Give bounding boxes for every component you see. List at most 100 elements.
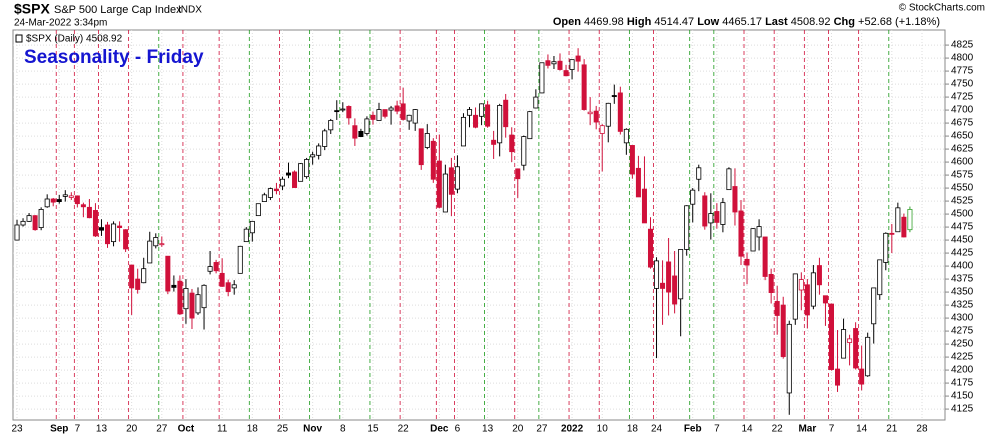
candle-body — [430, 140, 436, 180]
exchange: INDX — [178, 5, 202, 16]
candle-body — [611, 95, 617, 97]
candle-body — [635, 167, 641, 198]
candle-body — [38, 208, 44, 228]
x-tick-label: 21 — [886, 424, 898, 435]
candle-body — [207, 266, 213, 272]
candle-body — [412, 109, 418, 124]
y-tick-label: 4425 — [951, 248, 974, 259]
candle-body — [406, 114, 412, 122]
candle-body — [786, 323, 792, 394]
x-tick-label: 11 — [217, 424, 228, 435]
candle-body — [738, 210, 744, 257]
candle-body — [750, 228, 756, 252]
symbol: $SPX — [14, 1, 50, 17]
candle-body — [334, 110, 340, 113]
x-tick-label: 18 — [627, 424, 639, 435]
x-tick-label: 27 — [156, 424, 168, 435]
legend-icon — [15, 34, 23, 43]
candle-body — [726, 168, 732, 191]
x-tick-label: 24 — [651, 424, 663, 435]
candle-body — [105, 224, 111, 245]
candle-body — [816, 265, 822, 286]
candle-body — [557, 60, 563, 70]
y-tick-label: 4575 — [951, 170, 974, 181]
y-tick-label: 4800 — [951, 53, 974, 64]
x-tick-label: 20 — [512, 424, 524, 435]
x-tick-label: 27 — [536, 424, 548, 435]
candle-body — [340, 108, 346, 111]
candle-body — [720, 202, 726, 225]
candle-body — [871, 287, 877, 325]
candle-body — [527, 111, 533, 140]
candle-body — [273, 188, 279, 192]
candle-body — [847, 338, 853, 343]
candle-body — [533, 96, 539, 109]
x-tick-label: 10 — [597, 424, 609, 435]
candle-body — [485, 104, 491, 127]
copyright: © StockCharts.com — [899, 3, 985, 14]
candle-body — [774, 301, 780, 316]
chart-title: Seasonality - Friday — [24, 47, 204, 68]
x-tick-label: 7 — [829, 424, 835, 435]
y-tick-label: 4450 — [951, 235, 974, 246]
y-tick-label: 4300 — [951, 313, 974, 324]
candle-body — [394, 105, 400, 112]
candle-body — [225, 282, 231, 292]
candle-body — [756, 226, 762, 238]
candle-body — [708, 213, 714, 224]
x-tick-label: Mar — [798, 424, 816, 435]
y-tick-label: 4475 — [951, 222, 974, 233]
x-tick-label: 6 — [455, 424, 461, 435]
candle-body — [515, 168, 521, 180]
candle-body — [86, 206, 92, 219]
candle-body — [768, 273, 774, 293]
x-tick-label: 13 — [96, 424, 108, 435]
last-label: Last — [765, 16, 788, 28]
x-tick-label: 14 — [856, 424, 868, 435]
low-label: Low — [697, 16, 719, 28]
open-label: Open — [553, 16, 581, 28]
candle-body — [587, 111, 593, 115]
candle-body — [261, 194, 267, 202]
candle-body — [575, 55, 581, 62]
candle-body — [358, 130, 364, 137]
candle-body — [666, 261, 672, 293]
candle-body — [617, 92, 623, 132]
candle-body — [569, 59, 575, 70]
legend: $SPX (Daily) 4508.92 — [26, 34, 123, 45]
candle-body — [98, 227, 104, 231]
x-tick-label: 7 — [714, 424, 720, 435]
candle-body — [810, 272, 816, 307]
y-tick-label: 4650 — [951, 131, 974, 142]
candle-body — [497, 105, 503, 144]
y-tick-label: 4325 — [951, 300, 974, 311]
candle-body — [460, 116, 466, 147]
candle-body — [153, 237, 159, 247]
candle-body — [310, 154, 316, 158]
y-tick-label: 4275 — [951, 326, 974, 337]
candle-body — [213, 262, 219, 272]
x-tick-label: 15 — [367, 424, 379, 435]
candle-body — [177, 280, 183, 315]
candle-body — [454, 166, 460, 190]
candle-body — [877, 259, 883, 296]
candle-body — [660, 282, 666, 289]
y-tick-label: 4775 — [951, 66, 974, 77]
candle-body — [804, 284, 810, 316]
candle-body — [581, 64, 587, 110]
candle-body — [255, 203, 261, 217]
timestamp: 24-Mar-2022 3:34pm — [14, 18, 107, 29]
chg-value: +52.68 (+1.18%) — [858, 16, 940, 28]
candle-body — [654, 260, 660, 289]
y-tick-label: 4750 — [951, 79, 974, 90]
x-tick-label: 23 — [11, 424, 23, 435]
candle-body — [14, 224, 20, 241]
plot-frame — [12, 29, 946, 421]
candle-body — [883, 232, 889, 263]
x-tick-label: 20 — [126, 424, 138, 435]
y-tick-label: 4500 — [951, 209, 974, 220]
candle-body — [828, 303, 834, 370]
low-value: 4465.17 — [722, 16, 762, 28]
candle-body — [111, 223, 117, 243]
y-tick-label: 4125 — [951, 404, 974, 415]
